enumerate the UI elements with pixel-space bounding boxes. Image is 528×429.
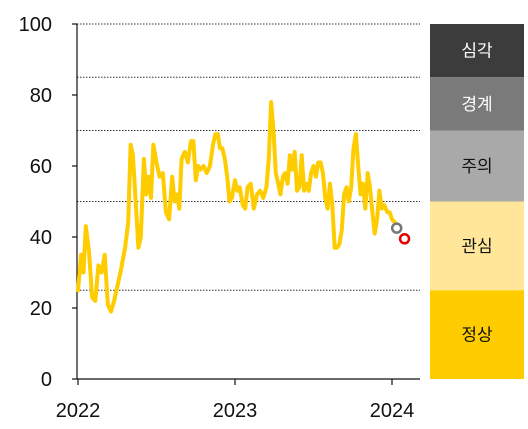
x-tick-label: 2024 — [370, 400, 415, 422]
zone-label: 정상 — [461, 326, 493, 346]
x-tick-label: 2022 — [56, 400, 101, 422]
gray-marker — [390, 222, 403, 234]
zone-band — [430, 130, 524, 202]
axes — [76, 24, 420, 380]
zone-band — [430, 24, 524, 78]
zone-label: 심각 — [461, 42, 493, 62]
zone-label: 경계 — [461, 95, 492, 115]
zone-band — [430, 201, 524, 291]
tick-labels: 0 20 40 60 80 100 2022 2023 2024 — [19, 14, 415, 422]
y-tick-label: 0 — [41, 369, 52, 391]
y-tick-label: 100 — [19, 14, 52, 36]
red-marker — [398, 233, 411, 245]
zone-label: 주의 — [461, 157, 492, 177]
y-tick-label: 80 — [30, 85, 52, 107]
series-line — [76, 100, 399, 314]
y-tick-label: 20 — [30, 298, 52, 320]
y-tick-label: 60 — [30, 156, 52, 178]
x-tick-label: 2023 — [213, 400, 258, 422]
zone-band — [430, 290, 524, 379]
zone-label: 관심 — [461, 237, 492, 257]
series-layer — [76, 100, 399, 314]
marker-layer — [390, 222, 411, 245]
zone-band — [430, 77, 524, 131]
y-tick-label: 40 — [30, 227, 52, 249]
